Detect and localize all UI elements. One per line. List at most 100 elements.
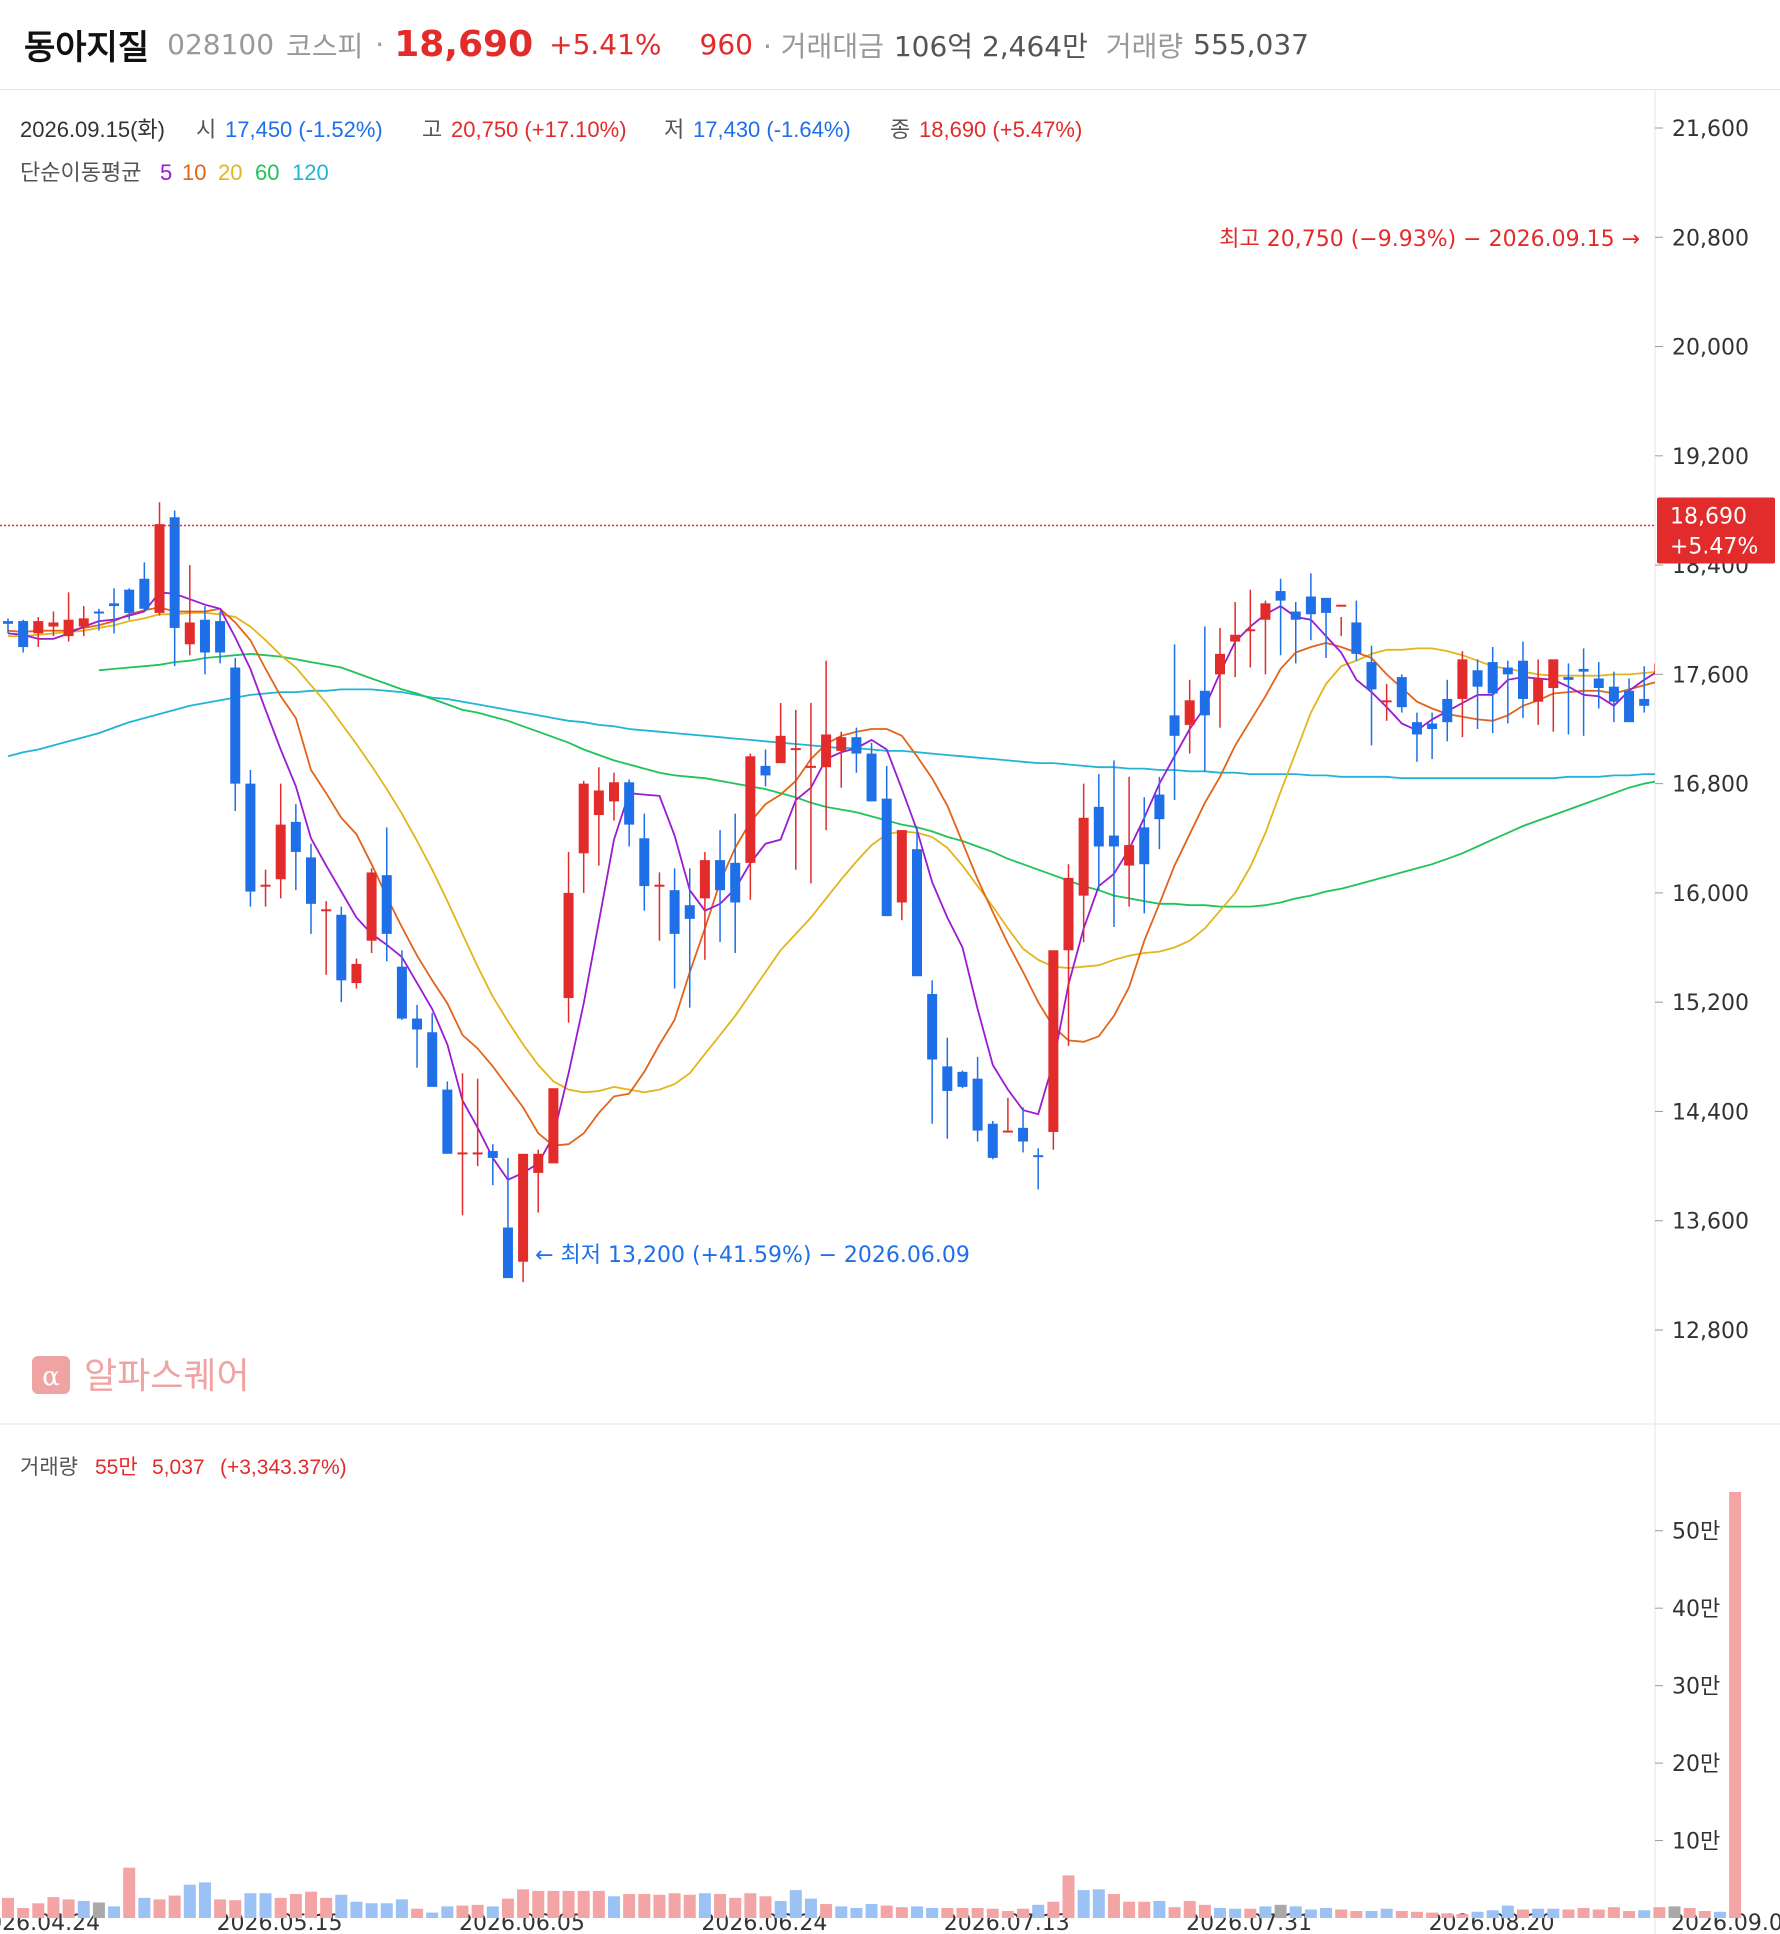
volume-bar — [1441, 1913, 1454, 1918]
candle-down — [139, 578, 150, 609]
candle-up — [184, 622, 195, 645]
volume-bar — [1335, 1909, 1348, 1918]
vol-prev: 5,037 — [152, 1456, 205, 1479]
volume-tick-label: 10만 — [1672, 1830, 1720, 1855]
high-value: 20,750 (+17.10%) — [451, 117, 627, 142]
candle-up — [790, 748, 801, 751]
volume-label: 거래량 — [1105, 29, 1184, 63]
candle-up — [1685, 646, 1695, 653]
candle-down — [1472, 670, 1483, 687]
volume-bar — [986, 1908, 999, 1918]
volume-bar — [911, 1906, 923, 1918]
volume-bars[interactable] — [2, 1492, 1742, 1918]
candle-down — [109, 603, 120, 607]
candle-down — [1670, 622, 1680, 655]
price-tick-label: 20,000 — [1672, 336, 1749, 361]
candle-up — [699, 860, 710, 899]
volume-bar — [1365, 1911, 1378, 1918]
candle-up — [533, 1153, 544, 1173]
volume-bar — [956, 1907, 969, 1918]
volume-bar — [1683, 1907, 1696, 1918]
volume-bar — [441, 1906, 454, 1918]
candle-down — [1093, 806, 1104, 847]
volume-bar — [486, 1906, 499, 1918]
candle-down — [1563, 677, 1574, 680]
candle-down — [1018, 1127, 1029, 1142]
candle-down — [93, 611, 104, 614]
volume-bar — [1289, 1906, 1302, 1918]
candle-down — [760, 765, 771, 776]
volume-bar — [577, 1890, 590, 1918]
volume-bar — [1138, 1901, 1151, 1918]
candle-down — [169, 517, 180, 628]
volume-bar — [714, 1893, 727, 1918]
ma5-label: 5 — [160, 160, 172, 185]
volume-tick-label: 20만 — [1672, 1752, 1720, 1777]
candle-up — [1048, 950, 1059, 1132]
candle-up — [1002, 1130, 1013, 1133]
volume-bar — [1456, 1914, 1469, 1918]
ma-legend[interactable]: 단순이동평균 5 10 20 60 120 — [20, 160, 329, 185]
candle-up — [351, 963, 362, 984]
volume-value: 555,037 — [1193, 28, 1309, 61]
volume-bar — [1244, 1908, 1257, 1918]
volume-bar — [244, 1893, 257, 1918]
candle-up — [563, 892, 574, 999]
volume-bar — [1259, 1906, 1272, 1918]
candle-down — [1760, 622, 1770, 641]
volume-tick-label: 50만 — [1672, 1520, 1720, 1545]
candle-up — [1230, 634, 1241, 642]
stock-name[interactable]: 동아지질 — [24, 28, 150, 68]
candle-up — [1063, 877, 1074, 951]
candle-down — [927, 993, 938, 1060]
vol-value: 55만 — [95, 1456, 138, 1479]
volume-bar — [517, 1889, 530, 1918]
volume-bar — [1107, 1893, 1120, 1918]
volume-bar — [683, 1894, 696, 1918]
volume-bar — [1592, 1909, 1605, 1918]
separator-dot: · — [375, 28, 385, 61]
candle-up — [1245, 629, 1256, 632]
candle-down — [427, 1032, 438, 1087]
open-value: 17,450 (-1.52%) — [225, 117, 383, 142]
candle-down — [412, 1018, 423, 1030]
volume-bar — [1501, 1905, 1514, 1918]
candles[interactable] — [3, 244, 1780, 1283]
volume-bar — [274, 1897, 287, 1918]
candle-down — [1321, 597, 1332, 613]
candle-down — [124, 589, 135, 613]
volume-bar — [1183, 1900, 1196, 1918]
low-label: 저 — [664, 117, 684, 142]
candle-down — [1593, 678, 1604, 689]
candle-up — [1336, 604, 1347, 607]
volume-bar — [835, 1906, 848, 1918]
volume-bar — [1623, 1911, 1636, 1918]
candle-down — [730, 862, 741, 903]
candle-down — [1745, 635, 1755, 662]
ma5-line — [7, 591, 1655, 1181]
candle-up — [78, 618, 89, 627]
volume-bar — [1001, 1911, 1014, 1918]
candle-up — [1457, 659, 1468, 699]
price-tick-label: 20,800 — [1672, 226, 1749, 251]
price-tick-label: 19,200 — [1672, 445, 1749, 470]
volume-bar — [926, 1907, 939, 1918]
candlestick-chart[interactable]: 2026.09.15(화) 시 17,450 (-1.52%) 고 20,750… — [0, 90, 1780, 1934]
candle-down — [1305, 596, 1316, 615]
candle-up — [366, 872, 377, 941]
candle-down — [487, 1151, 498, 1158]
candle-up — [275, 824, 286, 880]
volume-bar — [1380, 1908, 1393, 1918]
volume-bar — [1062, 1875, 1075, 1918]
open-label: 시 — [196, 117, 216, 142]
candle-up — [593, 790, 604, 816]
candle-down — [639, 838, 650, 887]
volume-bar — [1395, 1911, 1408, 1918]
price-tick-label: 16,000 — [1672, 882, 1749, 907]
volume-bar — [108, 1906, 121, 1918]
volume-bar — [92, 1902, 105, 1918]
alpha-glyph: α — [42, 1362, 60, 1392]
candle-down — [18, 621, 29, 648]
candle-up — [1548, 659, 1559, 689]
candle-up — [1184, 700, 1195, 725]
